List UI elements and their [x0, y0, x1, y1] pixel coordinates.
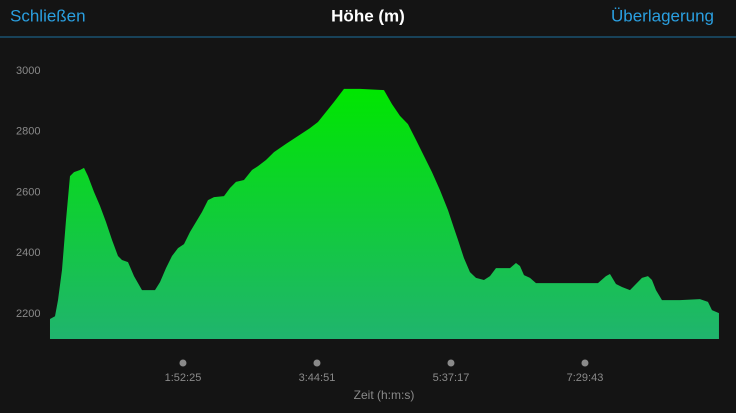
y-tick-label: 2200: [16, 308, 40, 320]
y-tick-label: 2600: [16, 186, 40, 198]
y-tick-label: 2800: [16, 126, 40, 138]
y-tick-label: 3000: [16, 65, 40, 77]
x-tick-dot: [581, 359, 589, 367]
x-axis-label: Zeit (h:m:s): [354, 388, 415, 402]
x-tick-dot: [313, 359, 321, 367]
x-tick-label: 1:52:25: [165, 372, 202, 384]
overlay-button[interactable]: Überlagerung: [611, 6, 714, 25]
elevation-area: [49, 88, 719, 339]
close-button[interactable]: Schließen: [10, 6, 86, 25]
x-tick-label: 3:44:51: [299, 372, 336, 384]
x-tick-label: 5:37:17: [433, 372, 470, 384]
title: Höhe (m): [331, 6, 405, 25]
x-tick-dot: [179, 359, 187, 367]
x-tick-label: 7:29:43: [567, 372, 604, 384]
y-tick-label: 2400: [16, 247, 40, 259]
x-tick-dot: [447, 359, 455, 367]
